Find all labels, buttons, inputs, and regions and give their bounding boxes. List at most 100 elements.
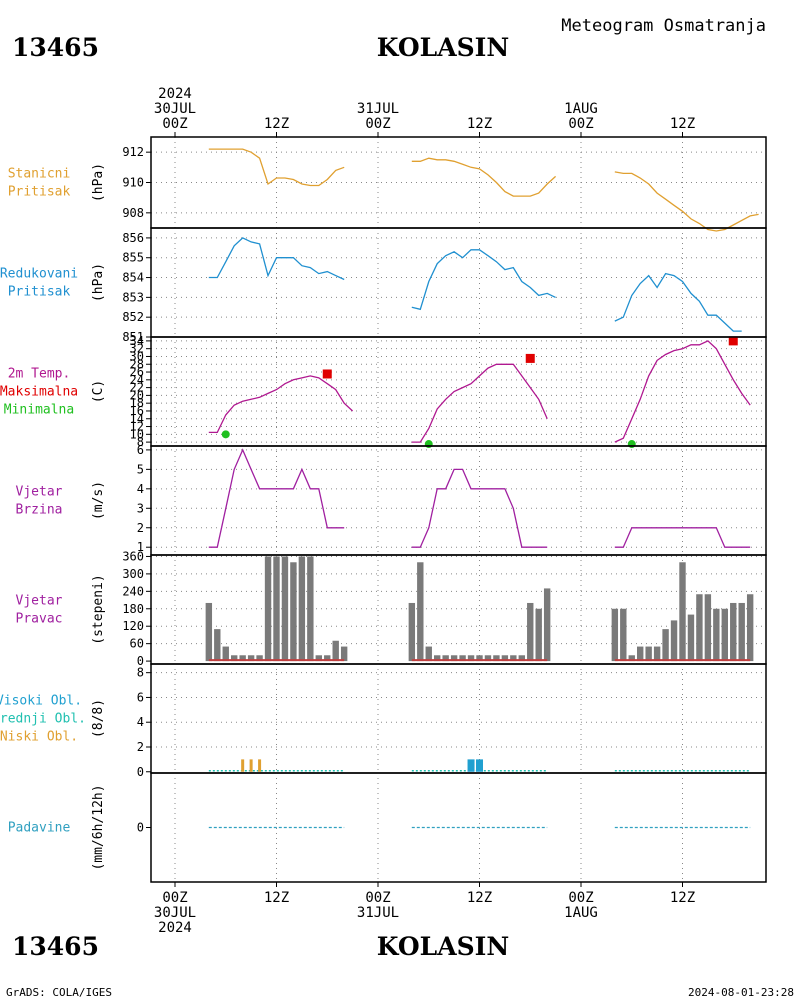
wind-direction-bar — [738, 602, 745, 662]
y-tick-label: 14 — [130, 412, 144, 426]
tmin-marker — [424, 440, 433, 449]
station-name-bottom: KOLASIN — [377, 932, 509, 961]
cloud-bar — [249, 759, 253, 772]
panel-precipitation: 0 (mm/6h/12h) Padavine — [8, 772, 767, 883]
y-tick-label: 18 — [130, 396, 144, 410]
y-tick-label: 34 — [130, 334, 144, 348]
y-axis: 1 2 3 4 5 6 — [137, 443, 151, 554]
wind-direction-bar — [332, 640, 339, 662]
time-label: 30JUL — [154, 101, 196, 117]
credit-text: GrADS: COLA/IGES — [6, 986, 112, 999]
y-axis: 0 60 120 180 240 300 360 — [122, 549, 151, 668]
wind-direction-bar — [679, 562, 686, 662]
wind-direction-bar — [527, 602, 534, 662]
time-label: 2024 — [158, 920, 192, 936]
variable-label: 2m Temp. — [8, 367, 71, 382]
wind-direction-bar — [493, 655, 500, 662]
station-pressure-line — [411, 157, 557, 197]
y-tick-label: 22 — [130, 381, 144, 395]
y-tick-label: 2 — [137, 740, 144, 754]
panel-grid — [151, 228, 766, 337]
tmin-marker — [221, 430, 230, 439]
tmin-marker — [627, 440, 636, 449]
wind-direction-bar — [340, 646, 348, 662]
time-label: 12Z — [670, 890, 695, 906]
y-tick-label: 8 — [137, 666, 144, 680]
wind-direction-bar — [484, 655, 492, 662]
variable-label: Pravac — [16, 612, 63, 627]
panel-station-pressure: 908 910 912 (hPa) Stanicni Pritisak — [8, 136, 767, 232]
y-tick-label: 300 — [122, 567, 144, 581]
wind-direction-bar — [298, 556, 306, 662]
wind-direction-bar — [637, 646, 644, 662]
y-tick-label: 908 — [122, 206, 144, 220]
wind-direction-bar — [476, 655, 483, 662]
wind-direction-bar — [290, 562, 297, 662]
tmax-marker — [728, 336, 738, 346]
wind-direction-bar — [264, 556, 272, 662]
panel-frame — [150, 663, 767, 774]
y-tick-label: 1 — [137, 540, 144, 554]
wind-direction-bar — [434, 655, 441, 662]
wind-direction-bar — [205, 602, 213, 662]
y-tick-label: 360 — [122, 549, 144, 563]
y-axis: 908 910 912 — [122, 145, 151, 220]
time-label: 00Z — [568, 890, 593, 906]
plot-area — [208, 448, 751, 548]
wind-direction-bar — [510, 655, 517, 662]
y-tick-label: 8 — [137, 435, 144, 449]
cloud-bar — [258, 759, 262, 772]
y-tick-label: 60 — [130, 637, 144, 651]
time-label: 31JUL — [357, 905, 399, 921]
y-tick-label: 6 — [137, 443, 144, 457]
panel-wind-speed: 1 2 3 4 5 6 (m/s) Vjetar Brzina — [16, 443, 767, 556]
y-tick-label: 20 — [130, 388, 144, 402]
wind-direction-bar — [425, 646, 432, 662]
time-label: 2024 — [158, 86, 192, 102]
y-tick-label: 0 — [137, 821, 144, 835]
wind-direction-bar — [670, 620, 678, 662]
y-tick-label: 10 — [130, 427, 144, 441]
wind-direction-bar — [535, 608, 542, 662]
wind-direction-bar — [442, 655, 449, 662]
wind-direction-bar — [459, 655, 466, 662]
panel-frame — [150, 445, 767, 556]
y-tick-label: 32 — [130, 342, 144, 356]
panel-frame — [150, 227, 767, 338]
cloud-bar — [241, 759, 245, 772]
wind-direction-bar — [696, 594, 703, 662]
wind-direction-bar — [450, 655, 458, 662]
temperature-line — [614, 340, 751, 443]
y-tick-label: 16 — [130, 404, 144, 418]
temperature-line — [208, 375, 354, 434]
reduced-pressure-line — [411, 249, 556, 311]
unit-label: (mm/6h/12h) — [91, 784, 106, 870]
wind-direction-bar — [467, 655, 475, 662]
panel-clouds: 0 2 4 6 8 (8/8) Visoki Obl. Srednji Obl. Niski O… — [0, 663, 767, 779]
wind-direction-bar — [713, 608, 720, 662]
wind-direction-bar — [231, 655, 238, 662]
plot-area — [208, 148, 759, 232]
y-axis: 851 852 853 854 855 856 — [122, 231, 151, 344]
tmax-marker — [525, 353, 535, 363]
cloud-bar — [476, 759, 483, 772]
y-tick-label: 24 — [130, 373, 144, 387]
timestamp-text: 2024-08-01-23:28 — [688, 986, 794, 999]
panel-grid — [151, 446, 766, 555]
variable-label: Srednji Obl. — [0, 712, 86, 727]
station-id-bottom: 13465 — [12, 932, 99, 961]
variable-label: Stanicni — [8, 167, 71, 182]
wind-direction-bar — [662, 629, 669, 662]
variable-label: Pritisak — [8, 185, 71, 200]
y-tick-label: 5 — [137, 462, 144, 476]
wind-direction-bar — [620, 608, 627, 662]
unit-label: (hPa) — [91, 163, 106, 202]
y-tick-label: 4 — [137, 715, 144, 729]
plot-area — [208, 336, 751, 449]
panel-frame — [150, 136, 767, 229]
wind-speed-line — [411, 468, 548, 548]
panel-wind-direction: 0 60 120 180 240 300 360 (stepeni) Vjetar Pravac — [16, 549, 767, 668]
